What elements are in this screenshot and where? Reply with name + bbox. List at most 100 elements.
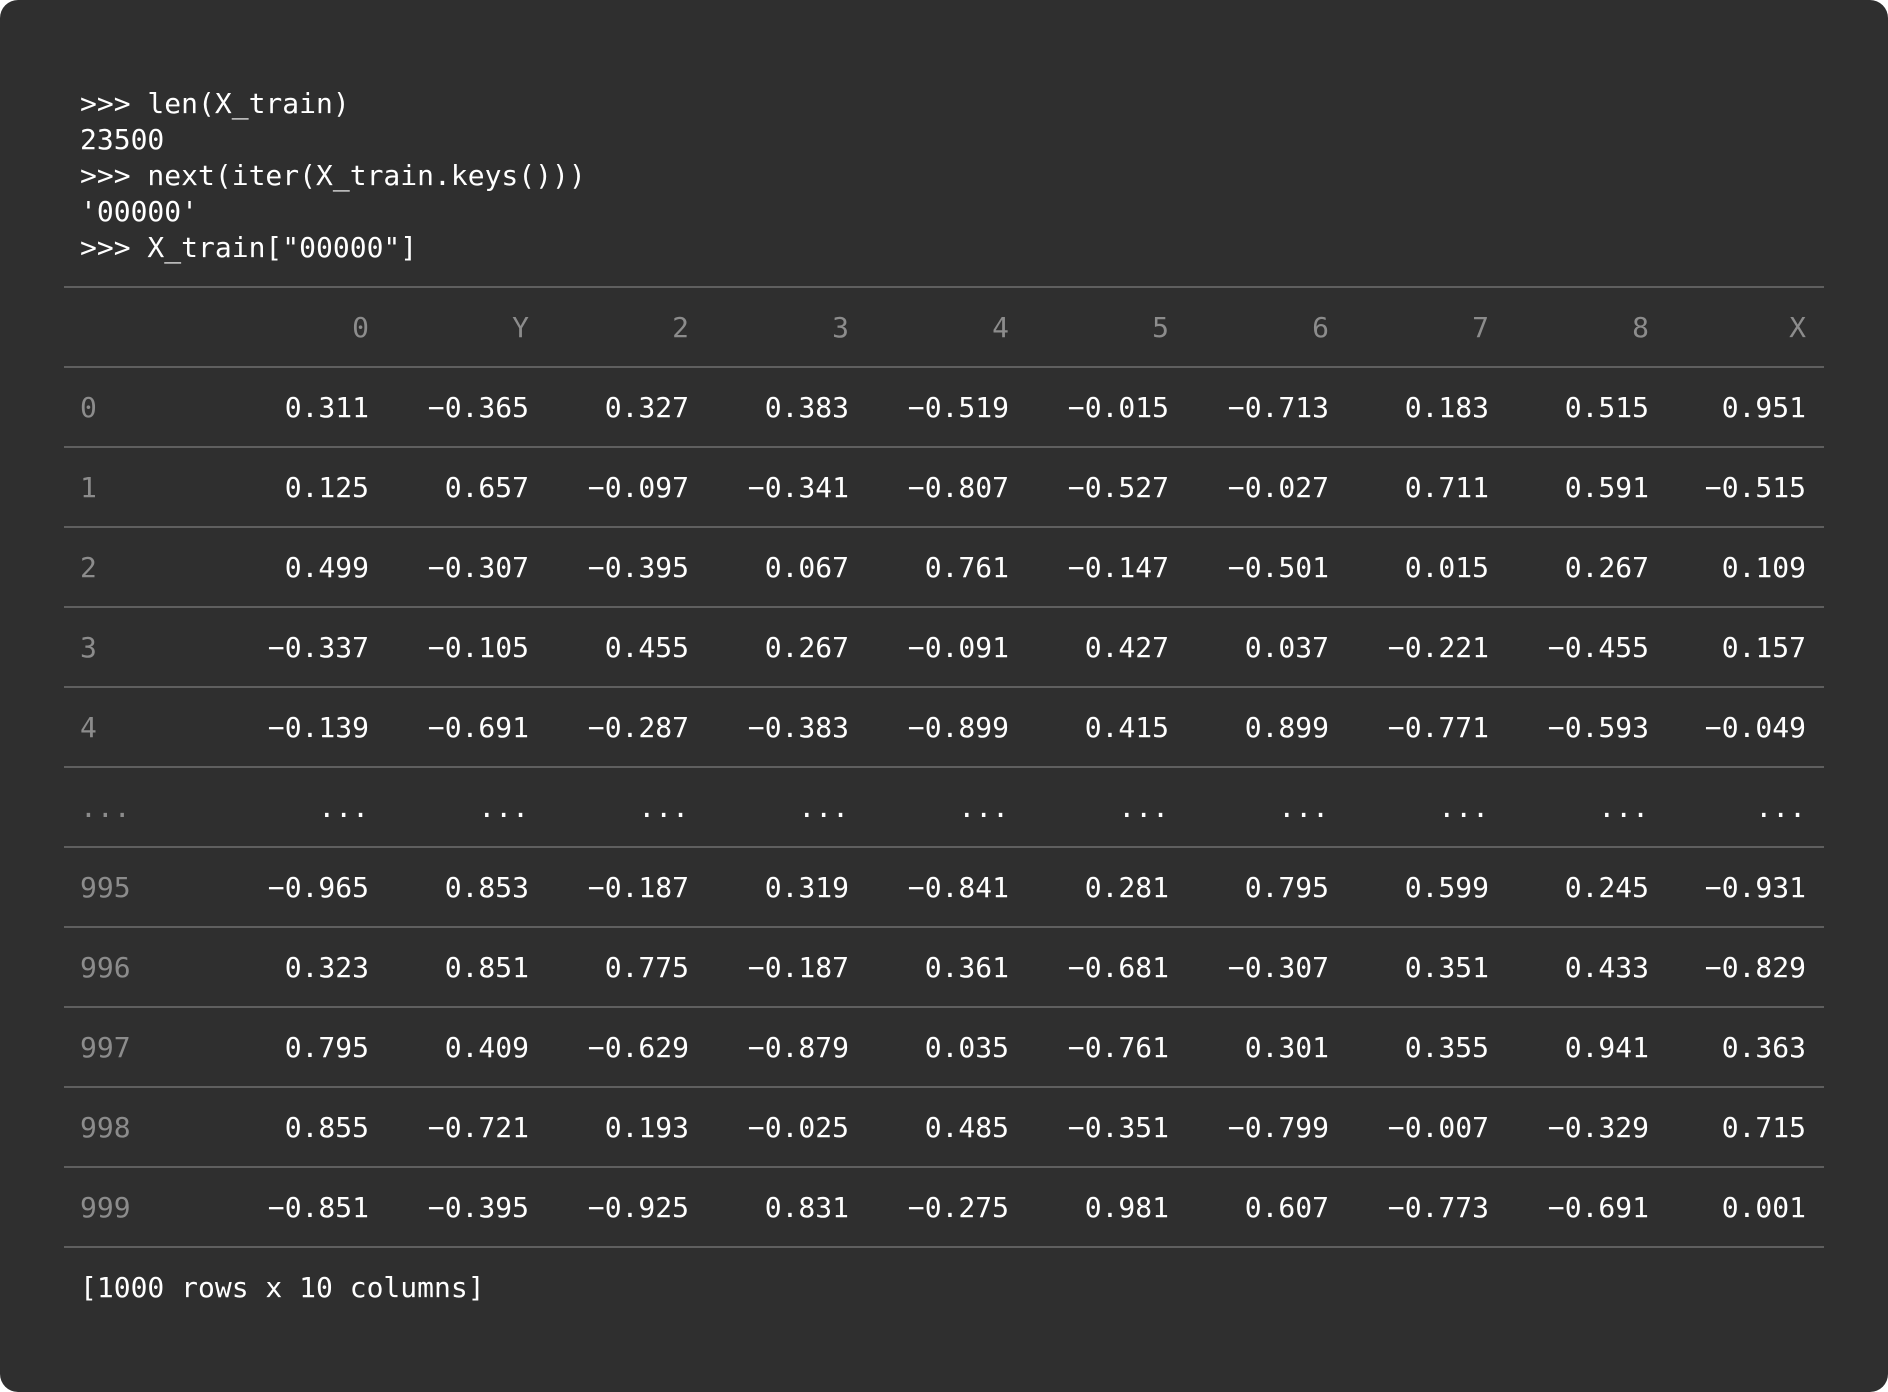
table-cell: ...	[798, 790, 849, 824]
table-cell: −0.851	[267, 1190, 369, 1224]
table-cell: 0.125	[284, 470, 369, 504]
table-cell: ...	[638, 790, 689, 824]
column-header: 7	[1472, 310, 1489, 344]
table-row: 1 0.125 0.657 −0.097 −0.341 −0.807 −0.527 −0.02…	[64, 447, 1824, 527]
table-cell: 0.515	[1564, 390, 1649, 424]
row-index: 997	[80, 1030, 131, 1064]
table-cell: −0.841	[907, 870, 1009, 904]
table-cell: −0.395	[427, 1190, 529, 1224]
table-cell: 0.607	[1244, 1190, 1329, 1224]
table-cell: −0.761	[1067, 1030, 1169, 1064]
table-cell: 0.245	[1564, 870, 1649, 904]
table-cell: −0.713	[1227, 390, 1329, 424]
table-cell: −0.501	[1227, 550, 1329, 584]
table-cell: ...	[1598, 790, 1649, 824]
column-header: 4	[992, 310, 1009, 344]
console-line: >>> X_train["00000"]	[80, 231, 418, 264]
row-index: 996	[80, 950, 131, 984]
table-cell: 0.281	[1084, 870, 1169, 904]
table-cell: −0.395	[587, 550, 689, 584]
table-row: 996 0.323 0.851 0.775 −0.187 0.361 −0.681 −0.30…	[64, 927, 1824, 1007]
table-cell: −0.027	[1227, 470, 1329, 504]
column-header: 8	[1632, 310, 1649, 344]
table-cell: −0.527	[1067, 470, 1169, 504]
table-cell: −0.275	[907, 1190, 1009, 1224]
column-header: 3	[832, 310, 849, 344]
table-row: 995 −0.965 0.853 −0.187 0.319 −0.841 0.281 0.79…	[64, 847, 1824, 927]
table-cell: 0.761	[924, 550, 1009, 584]
table-cell: −0.455	[1547, 630, 1649, 664]
table-cell: 0.319	[764, 870, 849, 904]
table-cell: 0.355	[1404, 1030, 1489, 1064]
table-cell: −0.105	[427, 630, 529, 664]
table-cell: 0.899	[1244, 710, 1329, 744]
table-cell: −0.091	[907, 630, 1009, 664]
table-cell: −0.515	[1704, 470, 1806, 504]
table-cell: −0.383	[747, 710, 849, 744]
table-cell: −0.329	[1547, 1110, 1649, 1144]
table-cell: 0.433	[1564, 950, 1649, 984]
row-index: 3	[80, 630, 97, 664]
table-cell: 0.715	[1721, 1110, 1806, 1144]
table-cell: −0.365	[427, 390, 529, 424]
table-cell: 0.427	[1084, 630, 1169, 664]
row-index: 995	[80, 870, 131, 904]
table-cell: 0.015	[1404, 550, 1489, 584]
table-cell: 0.831	[764, 1190, 849, 1224]
table-body: 0 0.311 −0.365 0.327 0.383 −0.519 −0.015 −0.713…	[64, 367, 1824, 1247]
column-header: 5	[1152, 310, 1169, 344]
table-cell: 0.067	[764, 550, 849, 584]
console-output: >>> len(X_train) 23500 >>> next(iter(X_t…	[80, 86, 586, 266]
table-cell: ...	[958, 790, 1009, 824]
table-cell: −0.799	[1227, 1110, 1329, 1144]
table-cell: 0.311	[284, 390, 369, 424]
table-cell: −0.187	[747, 950, 849, 984]
table-cell: 0.267	[1564, 550, 1649, 584]
table-cell: −0.337	[267, 630, 369, 664]
table-cell: −0.097	[587, 470, 689, 504]
table-cell: −0.691	[1547, 1190, 1649, 1224]
table-cell: −0.807	[907, 470, 1009, 504]
table-cell: −0.221	[1387, 630, 1489, 664]
row-index: 4	[80, 710, 97, 744]
table-cell: −0.147	[1067, 550, 1169, 584]
table-cell: 0.795	[1244, 870, 1329, 904]
table-cell: −0.139	[267, 710, 369, 744]
table-cell: 0.499	[284, 550, 369, 584]
table-cell: ...	[478, 790, 529, 824]
table-cell: 0.711	[1404, 470, 1489, 504]
column-header: 6	[1312, 310, 1329, 344]
table-cell: −0.519	[907, 390, 1009, 424]
table-cell: 0.301	[1244, 1030, 1329, 1064]
table-row: 997 0.795 0.409 −0.629 −0.879 0.035 −0.761 0.30…	[64, 1007, 1824, 1087]
row-index: ...	[80, 790, 131, 824]
table-cell: −0.351	[1067, 1110, 1169, 1144]
table-cell: −0.287	[587, 710, 689, 744]
table-cell: −0.629	[587, 1030, 689, 1064]
table-cell: 0.351	[1404, 950, 1489, 984]
table-cell: 0.323	[284, 950, 369, 984]
table-cell: 0.383	[764, 390, 849, 424]
table-cell: −0.721	[427, 1110, 529, 1144]
row-count-summary: [1000 rows x 10 columns]	[80, 1271, 485, 1304]
table-cell: −0.931	[1704, 870, 1806, 904]
table-row: 998 0.855 −0.721 0.193 −0.025 0.485 −0.351 −0.7…	[64, 1087, 1824, 1167]
table-cell: −0.307	[1227, 950, 1329, 984]
table-cell: 0.855	[284, 1110, 369, 1144]
row-index: 999	[80, 1190, 131, 1224]
table-cell: 0.415	[1084, 710, 1169, 744]
table-cell: 0.193	[604, 1110, 689, 1144]
table-cell: 0.775	[604, 950, 689, 984]
table-cell: 0.001	[1721, 1190, 1806, 1224]
console-line: >>> len(X_train)	[80, 87, 350, 120]
table-cell: −0.015	[1067, 390, 1169, 424]
console-line: >>> next(iter(X_train.keys()))	[80, 159, 586, 192]
table-cell: 0.267	[764, 630, 849, 664]
table-cell: −0.879	[747, 1030, 849, 1064]
table-cell: 0.327	[604, 390, 689, 424]
table-cell: −0.899	[907, 710, 1009, 744]
table-row: 2 0.499 −0.307 −0.395 0.067 0.761 −0.147 −0.501…	[64, 527, 1824, 607]
table-cell: −0.829	[1704, 950, 1806, 984]
column-header: 0	[352, 310, 369, 344]
